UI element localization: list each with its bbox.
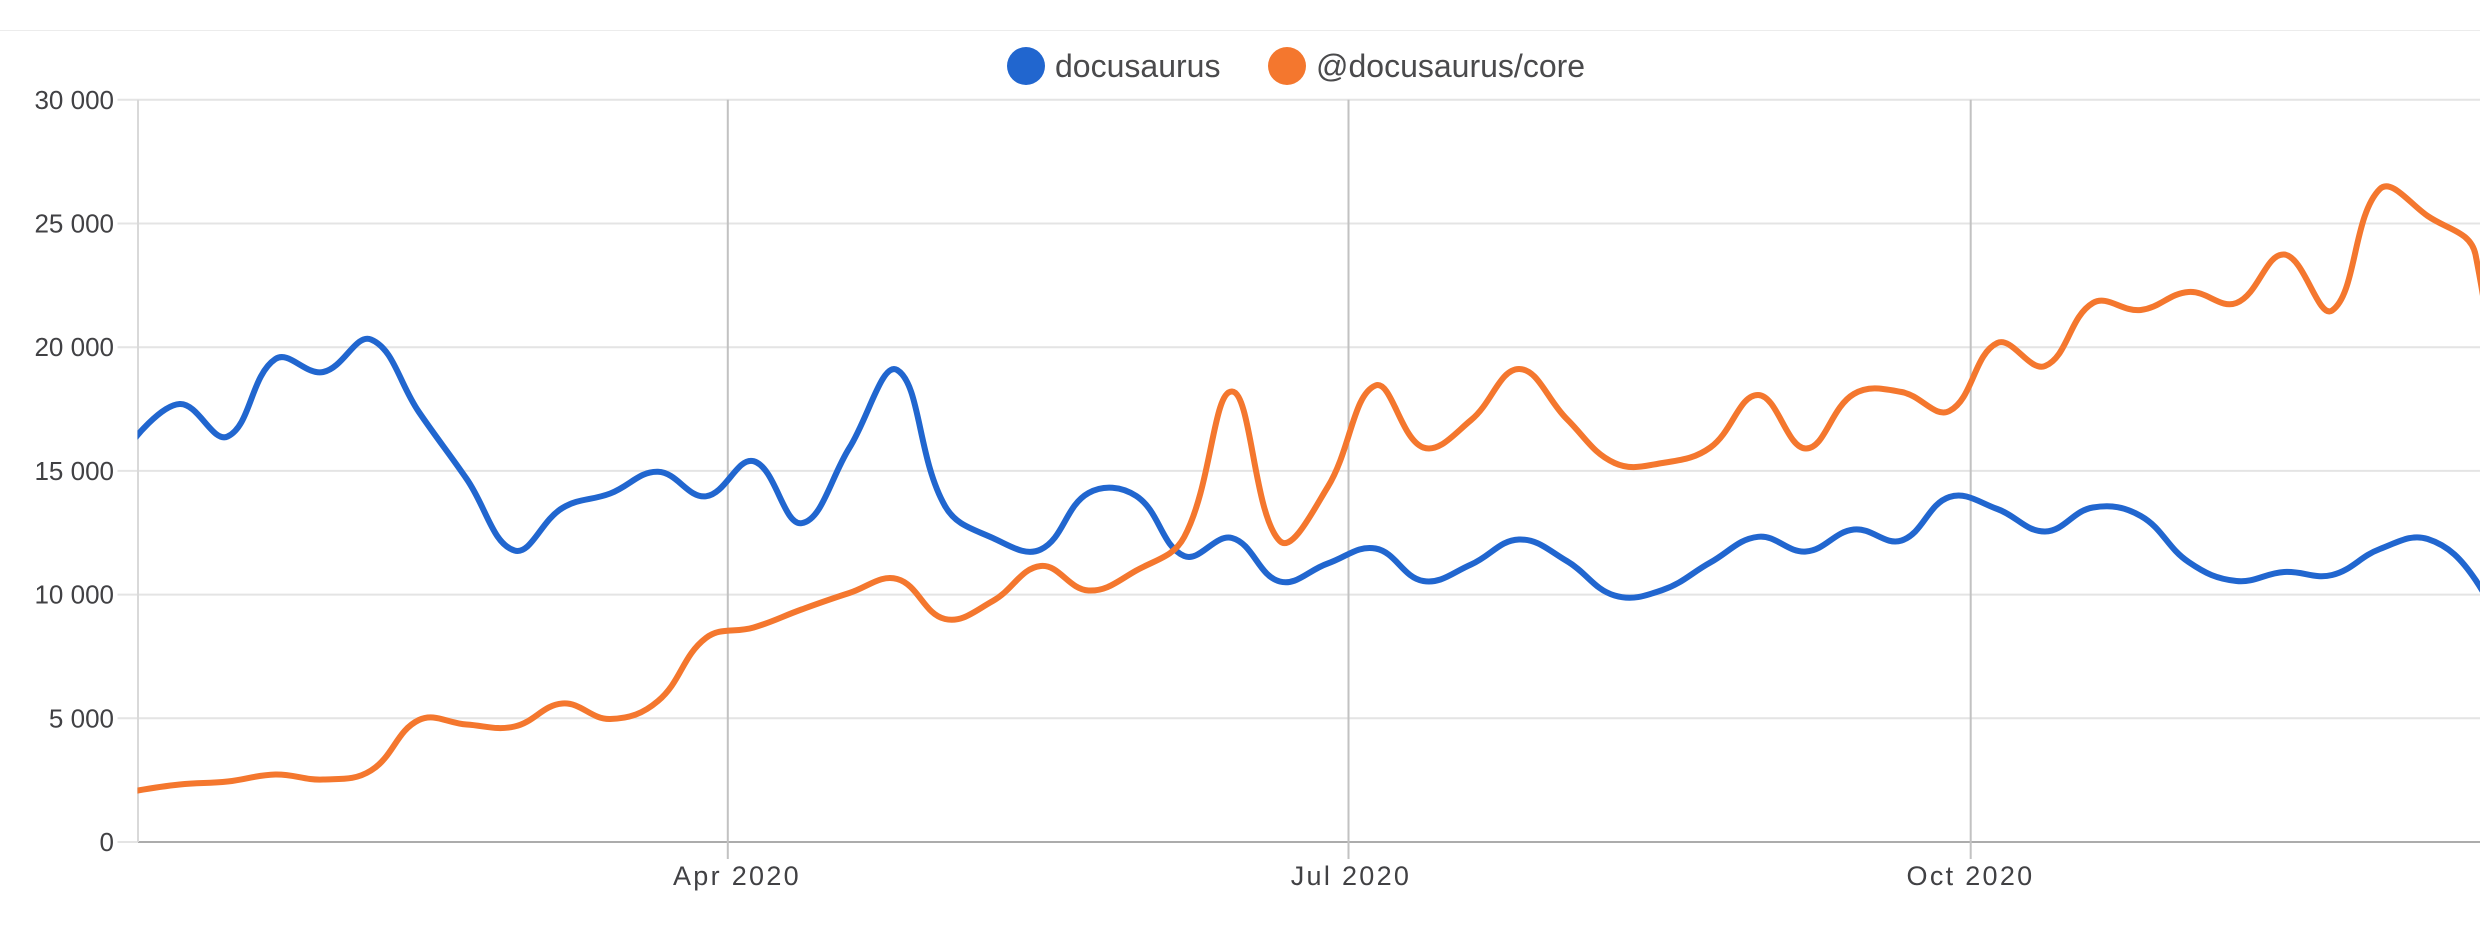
svg-text:30 000: 30 000: [34, 85, 114, 115]
svg-text:Jul 2020: Jul 2020: [1291, 861, 1411, 891]
svg-text:25 000: 25 000: [34, 209, 114, 239]
svg-text:docusaurus: docusaurus: [1055, 48, 1220, 84]
svg-text:Oct 2020: Oct 2020: [1907, 861, 2035, 891]
svg-text:15 000: 15 000: [34, 456, 114, 486]
svg-text:10 000: 10 000: [34, 580, 114, 610]
svg-text:20 000: 20 000: [34, 332, 114, 362]
svg-text:Apr 2020: Apr 2020: [673, 861, 801, 891]
svg-text:@docusaurus/core: @docusaurus/core: [1316, 48, 1585, 84]
svg-text:5 000: 5 000: [49, 703, 114, 733]
svg-text:0: 0: [100, 827, 114, 857]
